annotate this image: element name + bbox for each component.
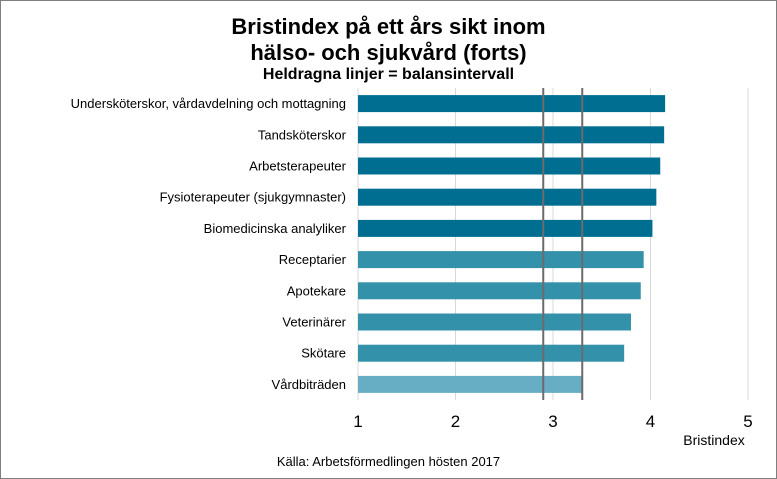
category-label: Skötare	[301, 346, 346, 361]
bar	[358, 95, 666, 113]
bar	[358, 219, 653, 237]
category-label: Biomedicinska analyliker	[204, 221, 347, 236]
category-label: Undersköterskor, vårdavdelning och motta…	[71, 96, 346, 111]
category-label: Tandsköterskor	[258, 127, 347, 142]
category-label: Vårdbiträden	[272, 377, 346, 392]
bar	[358, 344, 625, 362]
chart-subtitle: Heldragna linjer = balansintervall	[262, 66, 515, 83]
category-label: Fysioterapeuter (sjukgymnaster)	[160, 190, 346, 205]
category-label: Arbetsterapeuter	[249, 159, 347, 174]
bar	[358, 313, 631, 331]
bar	[358, 126, 665, 144]
category-label: Veterinärer	[282, 315, 346, 330]
x-axis-label: Bristindex	[683, 432, 744, 448]
category-label: Apotekare	[287, 283, 346, 298]
bar	[358, 157, 661, 175]
x-tick-label: 3	[548, 412, 557, 431]
bar	[358, 251, 644, 269]
chart-title: Bristindex på ett års sikt inom	[231, 14, 546, 39]
category-label: Receptarier	[279, 252, 347, 267]
x-tick-label: 2	[451, 412, 460, 431]
bar	[358, 375, 583, 393]
x-tick-label: 5	[743, 412, 752, 431]
x-tick-label: 4	[646, 412, 655, 431]
bar	[358, 282, 641, 300]
bar	[358, 188, 657, 206]
source-note: Källa: Arbetsförmedlingen hösten 2017	[276, 454, 501, 469]
x-tick-label: 1	[353, 412, 362, 431]
chart-title-line2: hälso- och sjukvård (forts)	[250, 40, 527, 65]
